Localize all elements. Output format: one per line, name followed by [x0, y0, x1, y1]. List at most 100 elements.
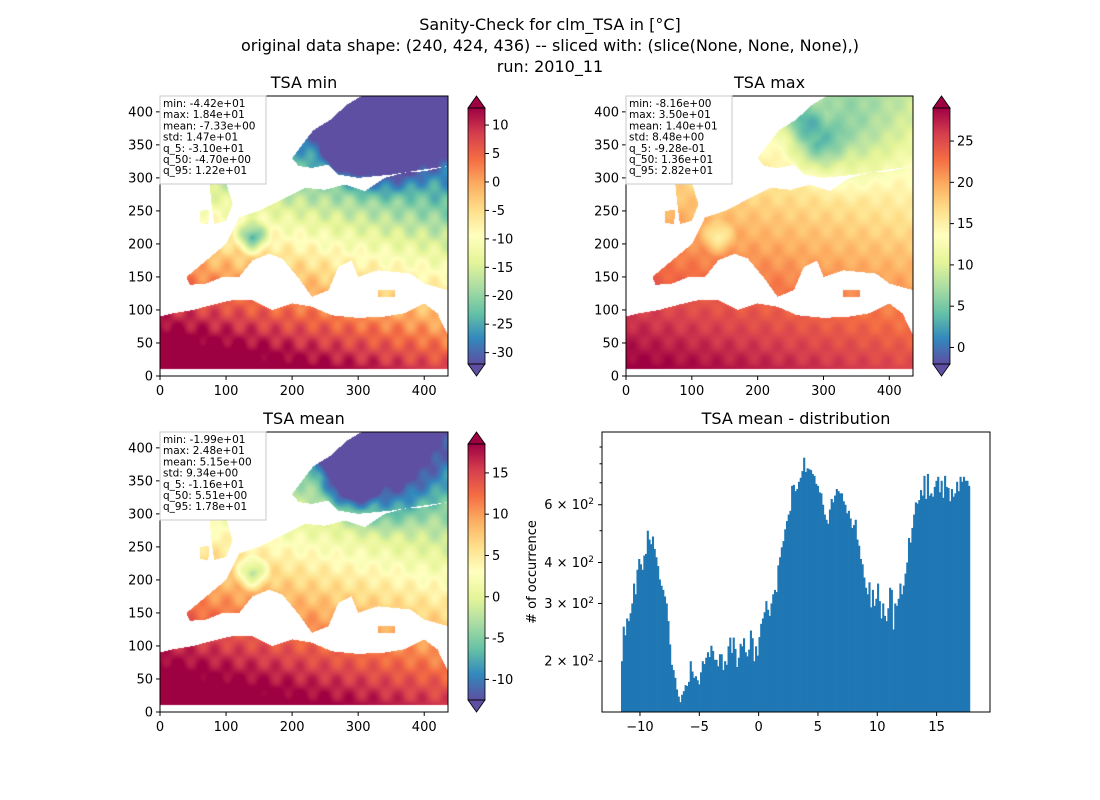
stats-box [159, 95, 267, 185]
histogram-bar [756, 655, 759, 712]
x-tick-label: 400 [412, 384, 437, 399]
y-tick-label: 0 [611, 370, 619, 385]
histogram-bar [784, 529, 787, 712]
histogram-bar [806, 468, 809, 712]
histogram-bar [870, 607, 873, 712]
histogram-bar [815, 483, 818, 712]
stats-line: std: 9.34e+00 [163, 468, 238, 480]
y-tick-label: 100 [128, 639, 153, 654]
histogram-bar [736, 667, 739, 712]
histogram-bar [861, 564, 864, 712]
histogram-bar [641, 569, 644, 712]
histogram-bar [667, 621, 670, 712]
colorbar-tick-label: 10 [492, 119, 509, 134]
y-tick-label: 200 [594, 237, 619, 252]
histogram-bar [720, 654, 723, 712]
colorbar-extend-max [932, 95, 951, 109]
x-tick-label: 200 [280, 720, 305, 735]
colorbar-tick-label: 5 [492, 147, 500, 162]
histogram-bar [732, 637, 735, 712]
histogram-bar [700, 672, 703, 712]
histogram-bar [620, 661, 624, 712]
histogram-bar [643, 555, 646, 712]
histogram-bar [902, 585, 905, 712]
histogram-bar [755, 646, 758, 712]
histogram-bar [854, 519, 857, 712]
x-tick-label: 100 [679, 384, 704, 399]
histogram-bar [742, 638, 746, 712]
histogram-bar [885, 621, 888, 712]
histogram-bar [858, 545, 861, 712]
histogram-bar [945, 486, 948, 712]
histogram-bar [877, 583, 880, 712]
histogram-bar [799, 477, 802, 712]
histogram-bar [944, 475, 947, 712]
histogram-bar [904, 573, 907, 712]
histogram-bar [889, 587, 892, 712]
y-tick-label: 300 [594, 171, 619, 186]
histogram-bar [880, 618, 883, 712]
histogram-bar [887, 608, 890, 712]
histogram-bar [828, 509, 832, 712]
histogram-bar [684, 685, 687, 712]
histogram-bar [842, 501, 845, 712]
histogram-bar [837, 491, 840, 712]
histogram-bar [626, 618, 629, 712]
histogram-bar [708, 656, 711, 712]
histogram-bar [639, 564, 643, 712]
histogram-bar [794, 491, 797, 712]
histogram-bar [926, 473, 929, 712]
histogram-bar [749, 630, 752, 712]
histogram-bar [775, 592, 778, 712]
y-tick-label: 250 [594, 204, 619, 219]
histogram-bar [916, 503, 919, 712]
histogram-bar [674, 677, 677, 712]
histogram-bar [810, 470, 813, 712]
histogram-bar [718, 654, 722, 712]
histogram-bar [722, 670, 725, 712]
histogram-bar [937, 476, 940, 712]
x-tick-label: 15 [928, 720, 945, 735]
stats-line: min: -8.16e+00 [629, 98, 711, 110]
colorbar-tick-label: 5 [492, 549, 500, 564]
histogram-bar [808, 469, 811, 712]
histogram-bar [816, 485, 820, 712]
x-tick-label: 10 [869, 720, 886, 735]
histogram-bar [746, 656, 749, 712]
histogram-bar [706, 652, 710, 712]
histogram-bar [923, 475, 926, 712]
histogram-bar [895, 605, 899, 712]
histogram-bar [669, 644, 672, 712]
x-tick-label: 300 [811, 384, 836, 399]
histogram-bar [852, 525, 856, 712]
histogram-bar [909, 542, 912, 712]
stats-line: q_5: -3.10e+01 [163, 143, 244, 155]
histogram-bar [662, 589, 665, 712]
histogram-bar [801, 471, 804, 712]
histogram-bar [789, 510, 792, 712]
x-tick-label: −5 [690, 720, 709, 735]
colorbar-tick-label: 15 [957, 217, 974, 232]
histogram-bar [952, 496, 955, 712]
colorbar-body [468, 444, 485, 700]
suptitle-line-2: original data shape: (240, 424, 436) -- … [241, 36, 859, 55]
histogram-bar [930, 493, 933, 712]
histogram-bar [648, 539, 651, 712]
histogram-bar [873, 605, 876, 712]
histogram-bar [725, 664, 728, 712]
y-tick-label: 250 [128, 204, 153, 219]
colorbar-tick-label: 10 [957, 258, 974, 273]
y-tick-label: 400 [128, 105, 153, 120]
histogram-bar [657, 566, 660, 712]
histogram-bar [830, 498, 833, 712]
histogram-bar [914, 502, 917, 712]
y-tick-label: 200 [128, 573, 153, 588]
histogram-bar [834, 495, 837, 712]
colorbar-tick-label: -10 [492, 673, 513, 688]
axes-frame [159, 95, 449, 377]
histogram-bar [811, 473, 814, 712]
histogram-bar [710, 645, 713, 712]
stats-line: min: -4.42e+01 [163, 98, 245, 110]
